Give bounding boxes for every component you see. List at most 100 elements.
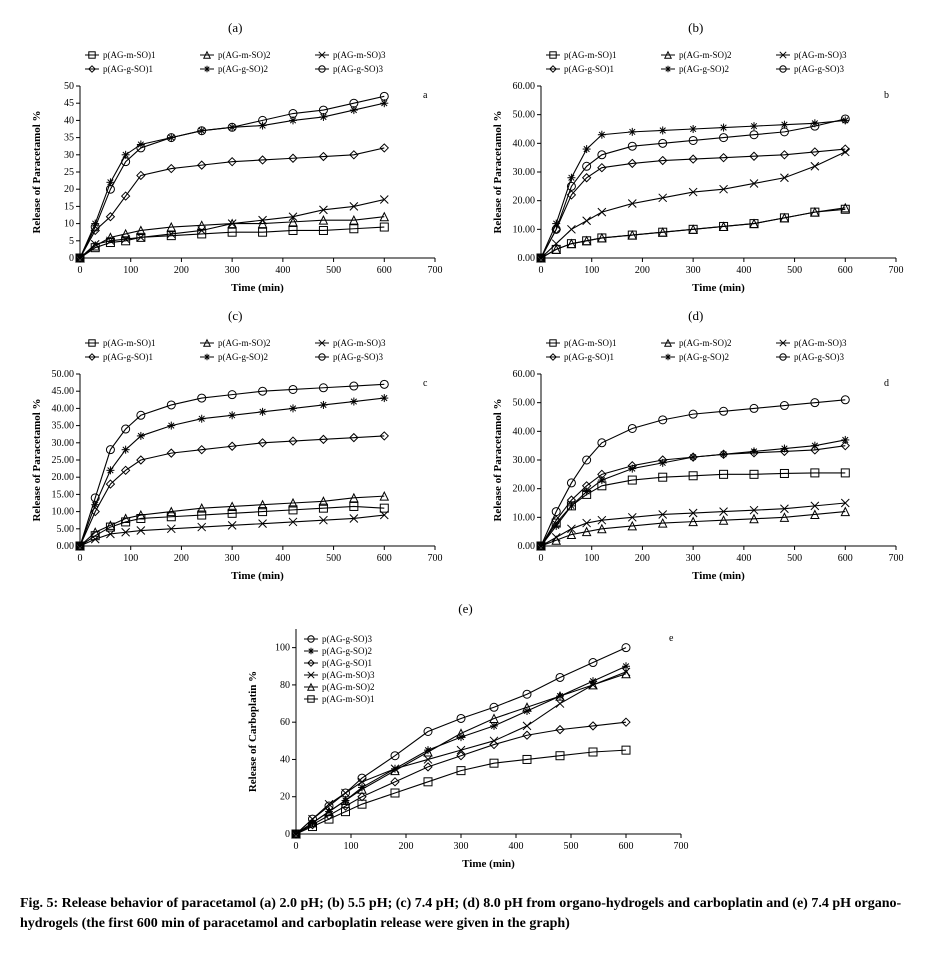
svg-text:300: 300 [685,553,700,564]
panel-label-a: (a) [228,20,242,36]
svg-text:p(AG-m-SO)3: p(AG-m-SO)3 [794,50,847,60]
svg-text:60: 60 [280,717,290,728]
svg-text:p(AG-g-SO)2: p(AG-g-SO)2 [218,352,268,362]
svg-text:p(AG-m-SO)2: p(AG-m-SO)2 [322,682,375,692]
svg-text:p(AG-m-SO)1: p(AG-m-SO)1 [564,50,617,60]
svg-text:400: 400 [508,841,523,852]
svg-text:50.00: 50.00 [52,369,75,380]
svg-text:Time (min): Time (min) [692,282,745,294]
svg-text:Release of Paracetamol %: Release of Paracetamol % [492,398,504,521]
svg-text:Time (min): Time (min) [462,858,515,870]
svg-text:d: d [884,378,889,389]
svg-text:p(AG-m-SO)3: p(AG-m-SO)3 [333,50,386,60]
svg-text:p(AG-m-SO)3: p(AG-m-SO)3 [333,338,386,348]
svg-text:0: 0 [538,553,543,564]
svg-text:60.00: 60.00 [512,81,535,92]
svg-text:500: 500 [563,841,578,852]
svg-text:p(AG-m-SO)1: p(AG-m-SO)1 [103,338,156,348]
svg-text:p(AG-m-SO)3: p(AG-m-SO)3 [322,670,375,680]
svg-text:15.00: 15.00 [52,489,75,500]
svg-text:p(AG-g-SO)2: p(AG-g-SO)2 [218,64,268,74]
svg-text:20.00: 20.00 [512,484,535,495]
svg-text:p(AG-g-SO)3: p(AG-g-SO)3 [322,634,372,644]
svg-text:Release of Paracetamol %: Release of Paracetamol % [492,110,504,233]
svg-text:60.00: 60.00 [512,369,535,380]
svg-text:p(AG-m-SO)1: p(AG-m-SO)1 [564,338,617,348]
svg-text:20.00: 20.00 [52,472,75,483]
svg-text:20: 20 [280,792,290,803]
svg-text:40.00: 40.00 [512,426,535,437]
svg-text:600: 600 [377,553,392,564]
chart-b: 01002003004005006007000.0010.0020.0030.0… [486,38,906,303]
svg-text:100: 100 [275,643,290,654]
panel-c: (c) 01002003004005006007000.005.0010.001… [20,308,451,591]
svg-text:p(AG-m-SO)2: p(AG-m-SO)2 [218,338,271,348]
svg-text:20: 20 [64,184,74,195]
svg-text:600: 600 [838,553,853,564]
chart-grid: (a) 010020030040050060070005101520253035… [20,20,911,591]
svg-text:0: 0 [78,553,83,564]
svg-text:Release of Carboplatin %: Release of Carboplatin % [247,671,259,792]
chart-c: 01002003004005006007000.005.0010.0015.00… [25,326,445,591]
svg-text:600: 600 [838,265,853,276]
svg-text:30: 30 [64,150,74,161]
svg-text:e: e [669,633,674,644]
svg-text:p(AG-g-SO)3: p(AG-g-SO)3 [333,352,383,362]
svg-text:700: 700 [888,553,903,564]
svg-text:15: 15 [64,201,74,212]
svg-text:200: 200 [174,265,189,276]
svg-text:p(AG-m-SO)3: p(AG-m-SO)3 [794,338,847,348]
figure-caption: Fig. 5: Release behavior of paracetamol … [20,894,911,933]
svg-text:p(AG-g-SO)1: p(AG-g-SO)1 [322,658,372,668]
svg-text:500: 500 [787,265,802,276]
svg-text:p(AG-g-SO)2: p(AG-g-SO)2 [322,646,372,656]
svg-text:25.00: 25.00 [52,455,75,466]
svg-text:200: 200 [635,265,650,276]
svg-text:40: 40 [64,115,74,126]
svg-text:50.00: 50.00 [512,110,535,121]
svg-text:200: 200 [174,553,189,564]
svg-text:0.00: 0.00 [57,541,75,552]
svg-text:p(AG-g-SO)3: p(AG-g-SO)3 [794,64,844,74]
svg-text:5: 5 [69,236,74,247]
panel-label-e: (e) [458,601,472,617]
svg-text:50.00: 50.00 [512,398,535,409]
svg-text:b: b [884,90,889,101]
svg-text:45.00: 45.00 [52,386,75,397]
panel-label-b: (b) [688,20,703,36]
svg-text:600: 600 [618,841,633,852]
svg-text:500: 500 [326,553,341,564]
panel-label-c: (c) [228,308,242,324]
svg-text:30.00: 30.00 [512,455,535,466]
svg-text:400: 400 [276,265,291,276]
svg-text:700: 700 [428,265,443,276]
svg-text:Time (min): Time (min) [692,570,745,582]
svg-text:100: 100 [123,553,138,564]
svg-text:p(AG-m-SO)1: p(AG-m-SO)1 [322,694,375,704]
svg-text:p(AG-g-SO)1: p(AG-g-SO)1 [103,64,153,74]
svg-text:50: 50 [64,81,74,92]
svg-text:400: 400 [736,553,751,564]
panel-a: (a) 010020030040050060070005101520253035… [20,20,451,303]
svg-text:80: 80 [280,680,290,691]
panel-b: (b) 01002003004005006007000.0010.0020.00… [481,20,912,303]
svg-text:30.00: 30.00 [52,438,75,449]
svg-text:100: 100 [123,265,138,276]
svg-text:100: 100 [584,265,599,276]
svg-text:600: 600 [377,265,392,276]
svg-text:500: 500 [787,553,802,564]
svg-text:p(AG-g-SO)1: p(AG-g-SO)1 [564,64,614,74]
panel-d: (d) 01002003004005006007000.0010.0020.00… [481,308,912,591]
svg-text:Time (min): Time (min) [231,282,284,294]
svg-text:10.00: 10.00 [512,512,535,523]
svg-text:500: 500 [326,265,341,276]
svg-text:400: 400 [736,265,751,276]
svg-text:45: 45 [64,98,74,109]
svg-text:0: 0 [78,265,83,276]
svg-text:700: 700 [673,841,688,852]
svg-text:20.00: 20.00 [512,196,535,207]
chart-d: 01002003004005006007000.0010.0020.0030.0… [486,326,906,591]
svg-text:p(AG-m-SO)2: p(AG-m-SO)2 [679,338,732,348]
svg-text:0.00: 0.00 [517,541,535,552]
svg-text:p(AG-g-SO)2: p(AG-g-SO)2 [679,64,729,74]
